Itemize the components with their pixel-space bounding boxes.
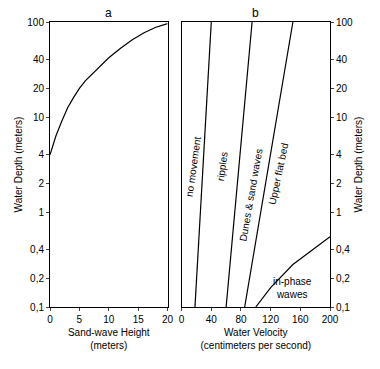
svg-text:a: a [105,6,112,20]
svg-text:0,2: 0,2 [336,273,350,284]
svg-text:40: 40 [336,54,348,65]
svg-text:0,4: 0,4 [30,244,44,255]
svg-text:10: 10 [336,112,348,123]
svg-text:Water Depth (meters): Water Depth (meters) [13,117,24,213]
svg-text:1: 1 [336,207,342,218]
svg-text:100: 100 [27,17,44,28]
svg-text:10: 10 [103,314,115,325]
svg-text:0,1: 0,1 [336,302,350,313]
svg-text:Upper flat bed: Upper flat bed [267,142,291,206]
svg-text:Dunes & sand waves: Dunes & sand waves [237,148,264,242]
svg-text:Sand-wave Height(meters): Sand-wave Height(meters) [68,327,150,351]
svg-text:0,2: 0,2 [30,273,44,284]
svg-text:0: 0 [47,314,53,325]
svg-text:20: 20 [336,83,348,94]
svg-text:5: 5 [77,314,83,325]
svg-text:4: 4 [38,149,44,160]
svg-text:1: 1 [38,207,44,218]
svg-text:20: 20 [33,83,45,94]
svg-text:Water Depth (meters): Water Depth (meters) [353,117,364,213]
svg-text:0,1: 0,1 [30,302,44,313]
svg-text:no movement: no movement [184,136,203,198]
svg-text:0,4: 0,4 [336,244,350,255]
svg-text:in-phasewawes: in-phasewawes [273,276,312,300]
svg-text:4: 4 [336,149,342,160]
svg-text:b: b [252,6,259,20]
svg-text:200: 200 [322,314,339,325]
svg-text:ripples: ripples [215,151,230,182]
svg-text:20: 20 [162,314,174,325]
svg-text:40: 40 [33,54,45,65]
svg-text:120: 120 [262,314,279,325]
svg-text:40: 40 [206,314,218,325]
svg-text:15: 15 [133,314,145,325]
svg-text:2: 2 [336,178,342,189]
svg-text:2: 2 [38,178,44,189]
svg-text:160: 160 [292,314,309,325]
svg-text:10: 10 [33,112,45,123]
svg-text:80: 80 [235,314,247,325]
svg-text:Water Velocity(centimeters per: Water Velocity(centimeters per second) [200,327,311,351]
svg-text:0: 0 [179,314,185,325]
svg-text:100: 100 [336,17,353,28]
